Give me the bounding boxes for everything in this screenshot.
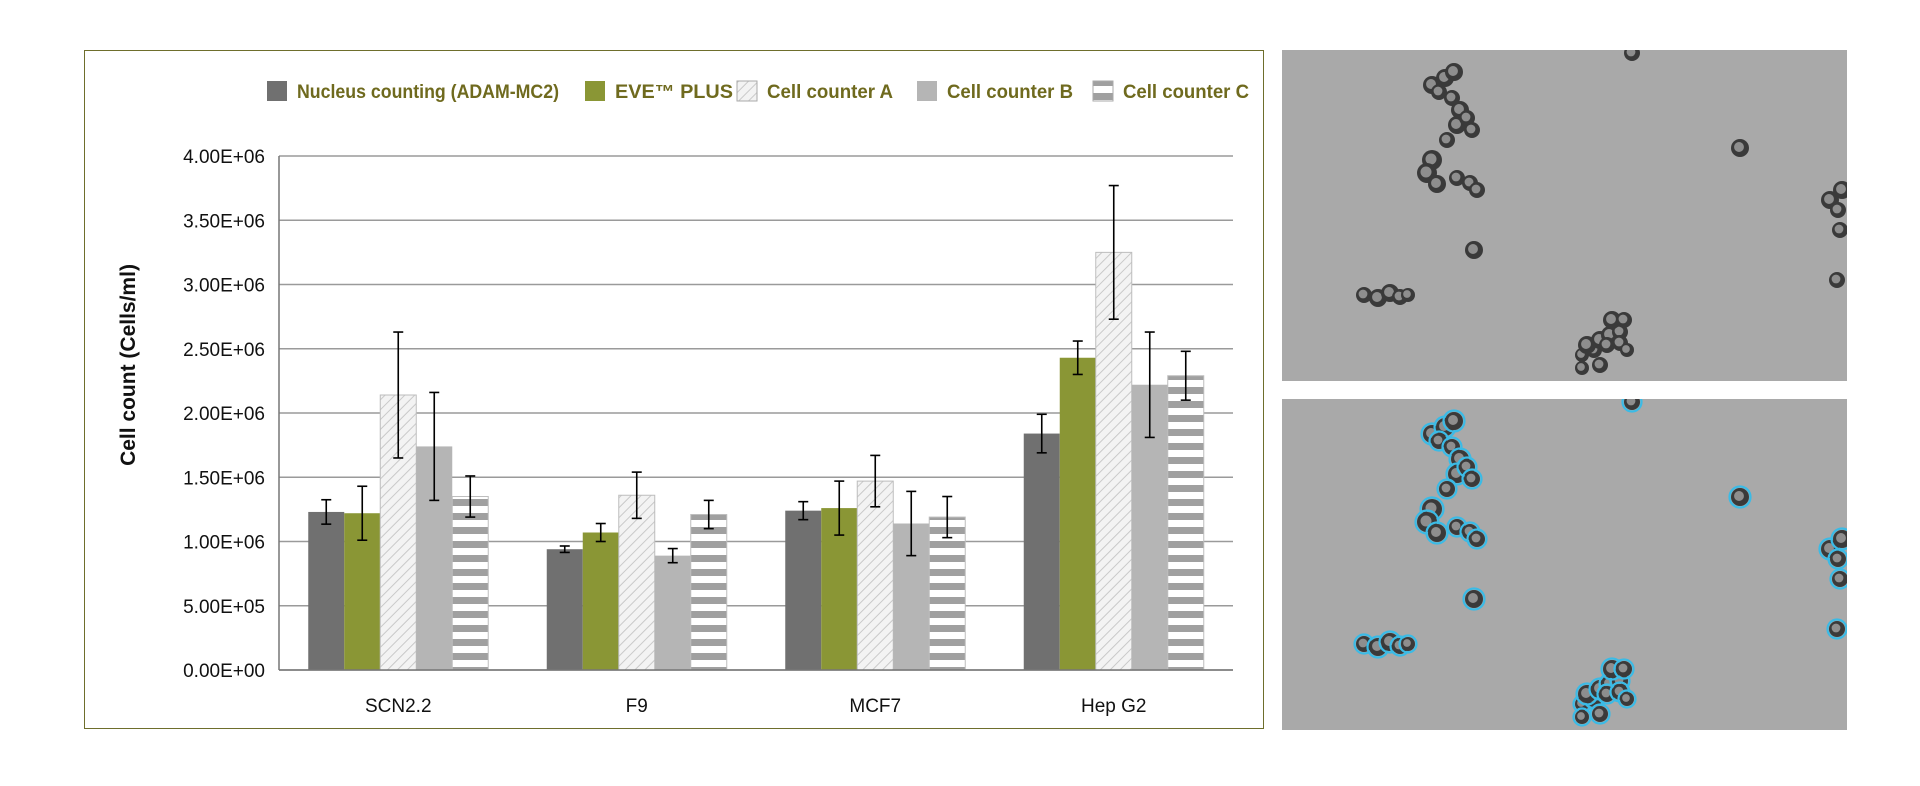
y-tick-label: 2.00E+06 (183, 404, 265, 425)
cell (1827, 548, 1847, 570)
bar (1023, 433, 1060, 670)
x-tick-label: F9 (626, 696, 648, 717)
cell (1589, 703, 1611, 725)
cell (1830, 202, 1846, 218)
cell (1459, 110, 1475, 126)
cell (1466, 528, 1488, 550)
cell (1575, 361, 1589, 375)
cell (1731, 139, 1749, 157)
cell (1431, 84, 1447, 100)
cell (1728, 485, 1752, 509)
cell (1829, 272, 1845, 288)
cell (1617, 689, 1637, 709)
y-tick-label: 0.00E+00 (183, 661, 265, 682)
bar (1095, 251, 1133, 671)
cell-cluster-layer (1356, 50, 1847, 375)
cell (1826, 618, 1847, 640)
y-tick-label: 1.00E+06 (183, 533, 265, 554)
cell (1461, 468, 1483, 490)
cell (1833, 181, 1847, 199)
legend-swatch (585, 81, 605, 101)
bar-chart: 0.00E+00 5.00E+05 1.00E+06 1.50E+06 2.00E+06… (117, 80, 1249, 717)
cell (1398, 634, 1418, 654)
cell (1462, 587, 1486, 611)
cell (1425, 521, 1449, 545)
y-tick-label: 4.00E+06 (183, 147, 265, 168)
bar (451, 496, 489, 671)
cell (1465, 241, 1483, 259)
chart-frame: 0.00E+00 5.00E+05 1.00E+06 1.50E+06 2.00E+06… (84, 50, 1264, 729)
cell (1621, 399, 1643, 413)
cell (1620, 343, 1634, 357)
y-axis-label: Cell count (Cells/ml) (117, 264, 140, 466)
legend: Nucleus counting (ADAM-MC2) EVE™ PLUS Cell… (267, 80, 1249, 103)
cell (1449, 170, 1465, 186)
micrograph-brightfield (1282, 50, 1847, 381)
y-tick-label: 2.50E+06 (183, 340, 265, 361)
cell (1572, 707, 1592, 727)
cell (1464, 122, 1480, 138)
bar (1167, 375, 1205, 671)
legend-label: Nucleus counting (ADAM-MC2) (297, 82, 559, 103)
cell (1592, 357, 1608, 373)
x-tick-label: MCF7 (849, 696, 901, 717)
cell (1428, 175, 1446, 193)
cell (1442, 409, 1466, 433)
y-tick-label: 3.50E+06 (183, 211, 265, 232)
cell (1445, 63, 1463, 81)
y-tick-label: 5.00E+05 (183, 597, 265, 618)
bar (690, 514, 728, 671)
legend-swatch (267, 81, 287, 101)
bar (618, 494, 656, 671)
bar (928, 516, 966, 671)
cell-cluster-layer (1353, 399, 1847, 727)
cell (1616, 312, 1632, 328)
cell (1603, 311, 1621, 329)
cell (1829, 568, 1847, 590)
cell (1469, 182, 1485, 198)
legend-swatch (917, 81, 937, 101)
x-tick-label: Hep G2 (1081, 696, 1146, 717)
bar (546, 549, 583, 670)
bar (582, 532, 619, 670)
legend-label: EVE™ PLUS (615, 82, 733, 103)
cell (1624, 50, 1640, 61)
legend-swatch (1092, 80, 1114, 102)
bar (308, 511, 345, 670)
legend-label: Cell counter C (1123, 82, 1249, 103)
cell (1439, 132, 1455, 148)
legend-label: Cell counter A (767, 82, 893, 103)
legend-swatch (736, 80, 758, 102)
cell (1401, 288, 1415, 302)
micrograph-detected (1282, 399, 1847, 730)
bar (654, 555, 691, 670)
cell (1613, 658, 1635, 680)
y-tick-label: 1.50E+06 (183, 468, 265, 489)
bar (1059, 357, 1096, 670)
cell (1832, 222, 1847, 238)
axes: 0.00E+00 5.00E+05 1.00E+06 1.50E+06 2.00E+06… (183, 147, 1233, 717)
cell (1356, 287, 1372, 303)
bar (785, 510, 822, 670)
cell (1599, 337, 1615, 353)
bars (308, 184, 1205, 671)
x-tick-label: SCN2.2 (365, 696, 432, 717)
bar (856, 480, 894, 671)
legend-label: Cell counter B (947, 82, 1073, 103)
y-tick-label: 3.00E+06 (183, 276, 265, 297)
cell (1830, 527, 1847, 551)
cell (1436, 478, 1458, 500)
